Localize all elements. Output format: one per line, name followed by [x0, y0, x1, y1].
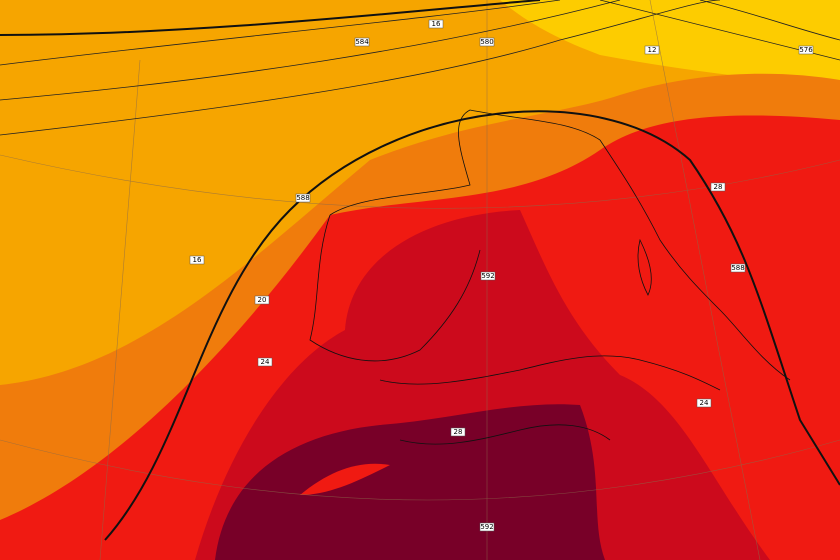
contour-label: 16 — [189, 255, 205, 265]
label-text: 16 — [193, 256, 202, 264]
field-patch — [300, 463, 390, 495]
label-text: 584 — [355, 38, 369, 46]
label-text: 12 — [648, 46, 657, 54]
label-text: 592 — [481, 272, 494, 280]
label-box — [254, 295, 270, 305]
label-box — [479, 522, 495, 532]
contour-label: 28 — [710, 182, 726, 192]
contour-labels: 584 580 16 12 576 588 16 20 24 592 588 28 24 28 592 — [189, 19, 814, 532]
label-text: 592 — [480, 523, 493, 531]
contour-thick — [0, 0, 541, 36]
field-maroon — [215, 404, 605, 560]
contour-label: 16 — [428, 19, 444, 29]
contour-label: 584 — [354, 37, 370, 47]
label-box — [257, 357, 273, 367]
contour-label: 580 — [479, 37, 495, 47]
contour-label: 24 — [257, 357, 273, 367]
label-text: 16 — [432, 20, 441, 28]
label-box — [696, 398, 712, 408]
contour-label: 576 — [798, 45, 814, 55]
contours-thin — [0, 0, 840, 136]
label-box — [450, 427, 466, 437]
label-text: 588 — [296, 194, 309, 202]
label-box — [710, 182, 726, 192]
coastlines — [309, 109, 791, 445]
contour-label: 588 — [295, 193, 311, 203]
label-text: 24 — [261, 358, 270, 366]
label-box — [644, 45, 660, 55]
contour-label: 592 — [480, 271, 496, 281]
field-yellow — [500, 0, 840, 85]
contour-label: 20 — [254, 295, 270, 305]
label-box — [798, 45, 814, 55]
label-box — [730, 263, 746, 273]
label-box — [479, 37, 495, 47]
label-box — [428, 19, 444, 29]
contour-label: 592 — [479, 522, 495, 532]
contour-label: 28 — [450, 427, 466, 437]
label-text: 28 — [714, 183, 723, 191]
contour-label: 588 — [730, 263, 746, 273]
label-text: 20 — [258, 296, 267, 304]
label-box — [354, 37, 370, 47]
label-text: 28 — [454, 428, 463, 436]
contour-label: 12 — [644, 45, 660, 55]
label-text: 580 — [480, 38, 493, 46]
contour-thick — [104, 110, 840, 541]
label-text: 576 — [799, 46, 813, 54]
label-box — [189, 255, 205, 265]
label-box — [480, 271, 496, 281]
label-text: 24 — [700, 399, 709, 407]
contour-label: 24 — [696, 398, 712, 408]
label-text: 588 — [731, 264, 744, 272]
label-box — [295, 193, 311, 203]
